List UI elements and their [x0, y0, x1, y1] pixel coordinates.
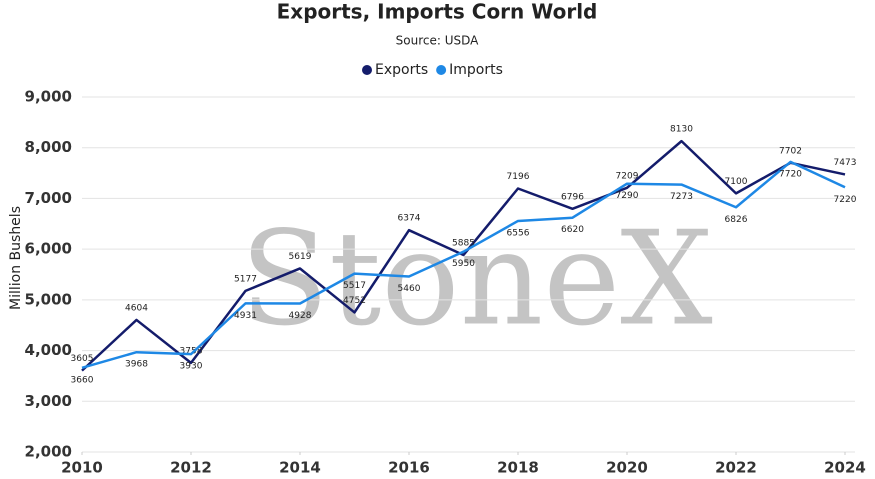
data-label: 4604	[125, 303, 148, 313]
data-label: 3930	[180, 362, 203, 372]
data-label: 6826	[725, 215, 748, 225]
x-tick-label: 2018	[497, 459, 539, 477]
data-label: 3660	[71, 375, 94, 385]
data-label: 5885	[452, 238, 475, 248]
data-label: 4928	[289, 311, 312, 321]
y-tick-label: 6,000	[25, 240, 72, 258]
data-label: 7220	[834, 195, 857, 205]
x-tick-label: 2022	[715, 459, 757, 477]
x-tick-label: 2012	[170, 459, 212, 477]
data-label: 5950	[452, 259, 475, 269]
series-line	[81, 160, 846, 370]
y-tick-label: 4,000	[25, 341, 72, 359]
y-tick-label: 3,000	[25, 392, 72, 410]
data-label: 7702	[779, 146, 802, 156]
y-tick-label: 2,000	[25, 443, 72, 461]
x-tick-label: 2014	[279, 459, 321, 477]
legend-label: Imports	[449, 62, 503, 78]
data-label: 5460	[398, 284, 421, 294]
data-label: 3605	[71, 354, 94, 364]
data-label: 7196	[507, 172, 530, 182]
legend-marker	[436, 65, 447, 75]
legend-marker	[362, 65, 372, 75]
data-label: 7720	[779, 169, 802, 179]
x-tick-label: 2010	[61, 459, 103, 477]
data-label: 6374	[398, 214, 421, 224]
data-label: 5517	[343, 281, 366, 291]
data-label: 7290	[616, 191, 639, 201]
legend-label: Exports	[375, 62, 428, 78]
data-label: 5619	[289, 252, 312, 262]
data-label: 6556	[507, 228, 530, 238]
chart-title: Exports, Imports Corn World	[277, 0, 598, 24]
data-label: 4752	[343, 296, 366, 306]
data-label: 7100	[725, 177, 748, 187]
y-tick-label: 7,000	[25, 189, 72, 207]
data-label: 7209	[616, 171, 639, 181]
chart-subtitle: Source: USDA	[396, 34, 480, 48]
y-axis-title: Million Bushels	[8, 206, 24, 310]
data-label: 7473	[834, 158, 857, 168]
data-label: 8130	[670, 125, 693, 135]
y-tick-label: 5,000	[25, 290, 72, 308]
legend: Exports Imports	[362, 62, 503, 78]
data-label: 6620	[561, 225, 584, 235]
x-tick-label: 2024	[824, 459, 866, 477]
x-tick-label: 2016	[388, 459, 430, 477]
data-label: 7273	[670, 192, 693, 202]
data-label: 4931	[234, 311, 257, 321]
y-tick-label: 9,000	[25, 88, 72, 106]
watermark: StoneX	[240, 203, 713, 355]
data-label: 5177	[234, 274, 257, 284]
data-label: 3758	[180, 346, 203, 356]
y-tick-label: 8,000	[25, 138, 72, 156]
data-label: 3968	[125, 360, 148, 370]
data-label: 6796	[561, 192, 584, 202]
x-tick-label: 2020	[606, 459, 648, 477]
